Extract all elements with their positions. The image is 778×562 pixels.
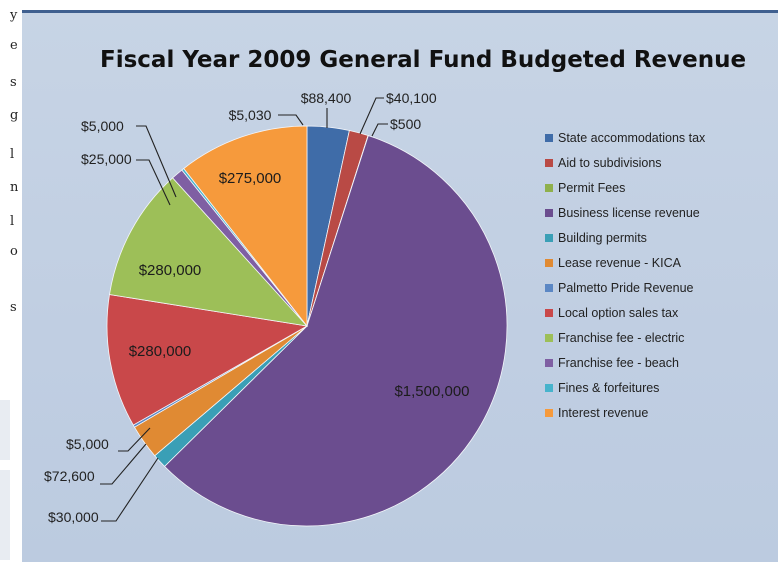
legend-label: Interest revenue [558, 406, 648, 420]
leader-line [118, 427, 151, 452]
page-strip-char: s [10, 300, 17, 315]
data-label: $72,600 [44, 468, 95, 484]
data-label: $5,000 [81, 118, 124, 134]
leader-line [100, 443, 147, 485]
leader-line [371, 123, 388, 137]
legend-label: Local option sales tax [558, 306, 679, 320]
legend-swatch [545, 209, 553, 217]
page-strip-char: g [10, 108, 19, 123]
page-strip-box [0, 470, 10, 560]
legend-swatch [545, 284, 553, 292]
legend-swatch [545, 259, 553, 267]
legend-label: Permit Fees [558, 181, 625, 195]
legend-swatch [545, 234, 553, 242]
page-strip-box [0, 400, 10, 460]
page-strip-char: y [10, 8, 18, 23]
leader-line [136, 159, 171, 206]
legend-swatch [545, 334, 553, 342]
data-label: $275,000 [219, 170, 282, 187]
leader-line [136, 125, 177, 198]
legend-swatch [545, 309, 553, 317]
page-strip-char: n [10, 180, 19, 195]
legend-label: Building permits [558, 231, 647, 245]
page-strip-char: s [10, 75, 17, 90]
chart-title: Fiscal Year 2009 General Fund Budgeted R… [100, 47, 746, 73]
legend-label: Aid to subdivisions [558, 156, 662, 170]
page-strip-char: e [10, 38, 18, 53]
data-label: $30,000 [48, 509, 99, 525]
legend-swatch [545, 134, 553, 142]
legend-label: State accommodations tax [558, 131, 706, 145]
legend-swatch [545, 184, 553, 192]
legend-label: Franchise fee - beach [558, 356, 679, 370]
data-label: $1,500,000 [394, 383, 469, 400]
slide-top-border [22, 10, 778, 13]
legend-label: Business license revenue [558, 206, 700, 220]
leader-line [101, 457, 159, 522]
pie-slice [109, 177, 309, 327]
data-label: $40,100 [386, 90, 437, 106]
data-label: $25,000 [81, 151, 132, 167]
pie-slices [106, 125, 508, 527]
page-strip-char: l [10, 147, 15, 162]
legend-label: Fines & forfeitures [558, 381, 659, 395]
data-label: $280,000 [129, 343, 192, 360]
data-label: $500 [390, 116, 421, 132]
legend-swatch [545, 409, 553, 417]
legend-swatch [545, 384, 553, 392]
legend-swatch [545, 359, 553, 367]
page-strip-char: l [10, 214, 15, 229]
data-label: $88,400 [301, 90, 352, 106]
leader-line [278, 114, 304, 126]
data-label: $5,000 [66, 436, 109, 452]
legend: State accommodations tax Aid to subdivisi… [545, 131, 706, 420]
legend-swatch [545, 159, 553, 167]
callout-labels: $1,500,000 $280,000 $280,000 $275,000 $88,40… [44, 90, 470, 525]
pie-slice [106, 294, 309, 426]
data-label: $280,000 [139, 262, 202, 279]
pie-slice [183, 125, 308, 328]
page-strip-char: o [10, 244, 18, 259]
data-label: $5,030 [229, 107, 272, 123]
legend-label: Franchise fee - electric [558, 331, 684, 345]
leader-line [359, 97, 384, 135]
legend-label: Palmetto Pride Revenue [558, 281, 694, 295]
legend-label: Lease revenue - KICA [558, 256, 682, 270]
pie-slice [163, 135, 508, 527]
